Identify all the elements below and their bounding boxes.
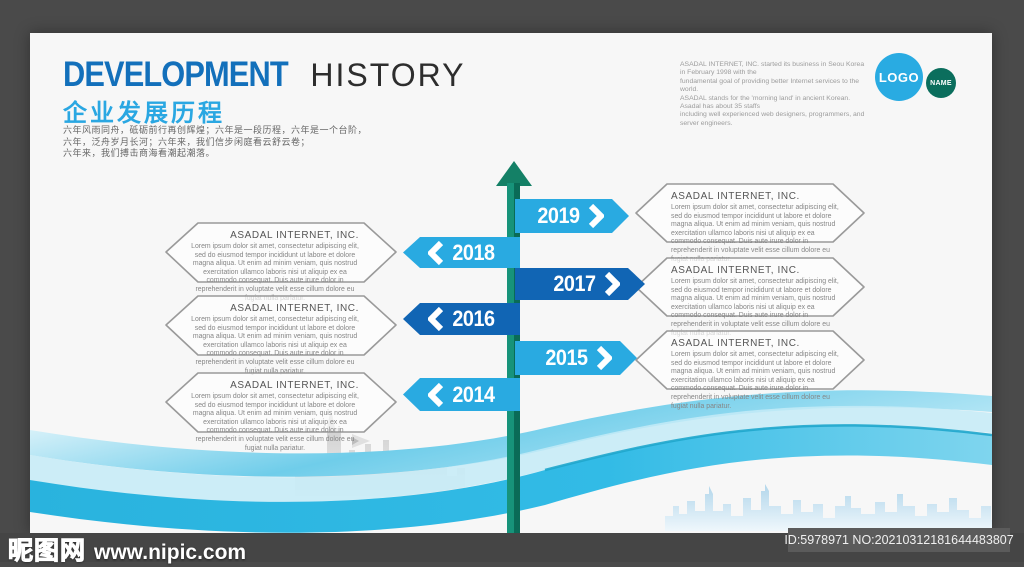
blurb-line: ASADAL stands for the 'morning land' in …: [680, 94, 851, 111]
intro-line: 六年风雨同舟，砥砺前行再创辉煌；六年是一段历程，六年是一个台阶，: [63, 125, 368, 135]
card-title: ASADAL INTERNET, INC.: [671, 265, 800, 276]
fold-decoration: [352, 434, 370, 448]
card-title: ASADAL INTERNET, INC.: [230, 230, 359, 241]
company-blurb: ASADAL INTERNET, INC. started its busine…: [680, 61, 870, 128]
year-label: 2014: [452, 381, 495, 407]
site-name-cn: 昵图网: [7, 537, 87, 566]
title-development: DEVELOPMENT: [63, 55, 289, 94]
year-banner-2016: 2016: [403, 303, 520, 335]
intro-line: 六年，泛舟岁月长河；六年来，我们信步闲庭看云舒云卷；: [63, 136, 311, 147]
timeline-card-2014: ASADAL INTERNET, INC. Lorem ipsum dolor …: [165, 372, 397, 452]
card-title: ASADAL INTERNET, INC.: [230, 380, 359, 391]
year-label: 2017: [553, 271, 596, 296]
year-banner-2015: 2015: [515, 341, 637, 375]
logo-badge: LOGO: [875, 53, 923, 101]
hexagon-border: [165, 372, 397, 433]
year-label: 2018: [452, 239, 495, 265]
blurb-line: ASADAL INTERNET, INC. started its busine…: [680, 61, 865, 77]
intro-paragraph: 六年风雨同舟，砥砺前行再创辉煌；六年是一段历程，六年是一个台阶， 六年，泛舟岁月…: [63, 125, 367, 160]
title-history: HISTORY: [310, 57, 466, 93]
blurb-line: fundamental goal of providing better Int…: [680, 77, 860, 94]
hexagon-border: [635, 330, 865, 390]
timeline-card-2018: ASADAL INTERNET, INC. Lorem ipsum dolor …: [165, 222, 397, 302]
name-badge: NAME: [926, 68, 956, 98]
year-banner-2014: 2014: [403, 378, 520, 411]
year-banner-2019: 2019: [515, 199, 629, 233]
card-body: Lorem ipsum dolor sit amet, consectetur …: [191, 393, 359, 452]
hexagon-border: [635, 183, 865, 243]
card-body: Lorem ipsum dolor sit amet, consectetur …: [671, 351, 839, 410]
site-url: www.nipic.com: [94, 541, 247, 564]
timeline-card-2017: ASADAL INTERNET, INC. Lorem ipsum dolor …: [635, 257, 865, 337]
year-label: 2016: [452, 306, 495, 331]
year-banner-2018: 2018: [403, 237, 520, 268]
page-title: DEVELOPMENT HISTORY: [63, 55, 466, 95]
name-label: NAME: [930, 79, 952, 87]
chevron-right-icon: [589, 204, 604, 228]
chevron-left-icon: [428, 240, 443, 265]
chevron-right-icon: [605, 272, 620, 296]
timeline-card-2019: ASADAL INTERNET, INC. Lorem ipsum dolor …: [635, 183, 865, 263]
hexagon-border: [165, 222, 397, 283]
image-id-label: ID:5978971 NO:20210312181644483807: [784, 528, 1014, 552]
card-title: ASADAL INTERNET, INC.: [671, 338, 800, 349]
chevron-left-icon: [428, 307, 443, 331]
development-history-poster: DEVELOPMENT HISTORY 企业发展历程 六年风雨同舟，砥砺前行再创…: [30, 33, 992, 533]
hexagon-border: [165, 295, 397, 356]
chinese-subtitle: 企业发展历程: [63, 100, 225, 127]
chevron-left-icon: [428, 382, 443, 407]
timeline-arrow-head: [496, 161, 532, 186]
card-body: Lorem ipsum dolor sit amet, consectetur …: [191, 316, 359, 375]
intro-line: 六年来，我们搏击商海看潮起潮落。: [63, 148, 216, 158]
site-watermark: 昵图网 www.nipic.com: [7, 531, 247, 567]
card-body: Lorem ipsum dolor sit amet, consectetur …: [671, 204, 839, 263]
timeline-card-2016: ASADAL INTERNET, INC. Lorem ipsum dolor …: [165, 295, 397, 375]
year-label: 2019: [537, 203, 580, 228]
city-skyline-blue: [665, 484, 992, 531]
year-label: 2015: [545, 345, 588, 370]
blurb-line: including well experienced web designers…: [680, 111, 865, 127]
logo-label: LOGO: [878, 69, 920, 85]
chevron-right-icon: [597, 346, 612, 370]
timeline-card-2015: ASADAL INTERNET, INC. Lorem ipsum dolor …: [635, 330, 865, 410]
card-title: ASADAL INTERNET, INC.: [230, 303, 359, 314]
year-banner-2017: 2017: [515, 268, 645, 300]
card-title: ASADAL INTERNET, INC.: [671, 191, 800, 202]
